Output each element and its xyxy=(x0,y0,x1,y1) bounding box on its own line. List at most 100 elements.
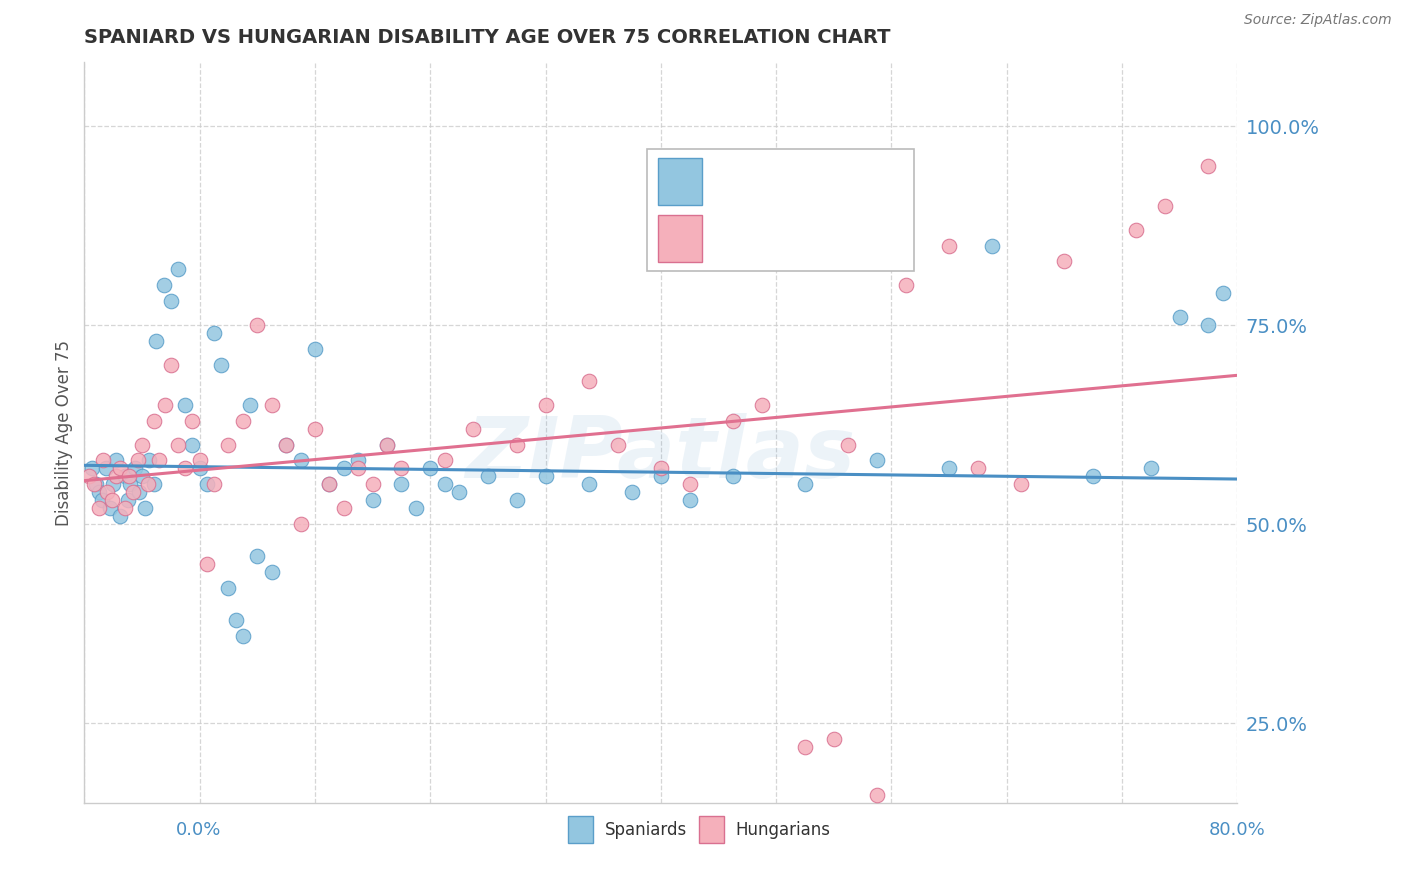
Point xyxy=(361,493,384,508)
Point xyxy=(621,485,644,500)
Point xyxy=(1111,836,1133,850)
Point xyxy=(77,469,100,483)
Text: Spaniards: Spaniards xyxy=(605,821,686,838)
Point xyxy=(534,469,557,483)
Point xyxy=(1083,469,1105,483)
Point xyxy=(578,374,600,388)
Point xyxy=(160,358,183,372)
Point xyxy=(1053,254,1076,268)
Point xyxy=(218,437,240,451)
Text: SPANIARD VS HUNGARIAN DISABILITY AGE OVER 75 CORRELATION CHART: SPANIARD VS HUNGARIAN DISABILITY AGE OVE… xyxy=(84,28,891,47)
Point xyxy=(679,477,702,491)
Point xyxy=(375,437,398,451)
Point xyxy=(98,501,121,516)
Point xyxy=(290,453,312,467)
Text: 80.0%: 80.0% xyxy=(1209,821,1265,838)
Point xyxy=(534,398,557,412)
Point xyxy=(1154,199,1177,213)
Point xyxy=(138,453,160,467)
Point xyxy=(114,469,136,483)
Point xyxy=(391,461,413,475)
Point xyxy=(679,493,702,508)
Point xyxy=(419,461,441,475)
Point xyxy=(751,398,773,412)
Point xyxy=(202,326,225,340)
Point xyxy=(87,485,110,500)
Point xyxy=(120,477,142,491)
Point xyxy=(506,437,529,451)
Point xyxy=(433,477,456,491)
Point xyxy=(318,477,340,491)
Point xyxy=(160,294,183,309)
Point xyxy=(1125,222,1147,236)
Point xyxy=(87,501,110,516)
Point xyxy=(100,493,122,508)
Point xyxy=(142,414,165,428)
Point xyxy=(114,501,136,516)
Text: R =  0.007   N = 66: R = 0.007 N = 66 xyxy=(716,173,905,191)
Point xyxy=(1212,286,1234,301)
Point xyxy=(650,469,672,483)
Point xyxy=(148,453,170,467)
Point xyxy=(477,469,499,483)
Point xyxy=(110,461,132,475)
Point xyxy=(91,453,114,467)
Point xyxy=(188,453,211,467)
Text: Hungarians: Hungarians xyxy=(735,821,831,838)
Point xyxy=(181,437,204,451)
Point xyxy=(1010,836,1032,850)
Point xyxy=(246,549,269,563)
Point xyxy=(209,358,232,372)
Point xyxy=(347,461,370,475)
Point xyxy=(463,422,485,436)
Point xyxy=(276,437,298,451)
Point xyxy=(1198,159,1220,173)
Point xyxy=(433,453,456,467)
Point xyxy=(1168,310,1191,325)
Point xyxy=(128,485,150,500)
Point xyxy=(174,461,197,475)
Point xyxy=(195,477,218,491)
Point xyxy=(333,461,356,475)
Point xyxy=(721,414,744,428)
Point xyxy=(318,477,340,491)
Point xyxy=(823,732,845,747)
Point xyxy=(578,477,600,491)
Point xyxy=(837,437,859,451)
Point xyxy=(152,278,174,293)
Point xyxy=(239,398,262,412)
Point xyxy=(606,437,628,451)
Point xyxy=(110,509,132,524)
Point xyxy=(449,485,471,500)
Point xyxy=(80,461,103,475)
Point xyxy=(122,485,145,500)
Point xyxy=(1010,477,1032,491)
Point xyxy=(506,493,529,508)
Text: Source: ZipAtlas.com: Source: ZipAtlas.com xyxy=(1244,13,1392,28)
Point xyxy=(304,342,326,356)
Point xyxy=(391,477,413,491)
Point xyxy=(167,262,190,277)
Point xyxy=(1198,318,1220,333)
Point xyxy=(1140,461,1163,475)
Point xyxy=(304,422,326,436)
Point xyxy=(96,485,118,500)
Point xyxy=(167,437,190,451)
Point xyxy=(981,238,1004,252)
Point xyxy=(260,565,283,579)
Point xyxy=(118,469,141,483)
Bar xyxy=(658,158,702,205)
Point xyxy=(967,461,990,475)
Point xyxy=(181,414,204,428)
Point xyxy=(794,477,817,491)
Point xyxy=(375,437,398,451)
Point xyxy=(260,398,283,412)
Point xyxy=(246,318,269,333)
Point xyxy=(938,461,960,475)
Point xyxy=(134,501,156,516)
Bar xyxy=(658,215,702,262)
Y-axis label: Disability Age Over 75: Disability Age Over 75 xyxy=(55,340,73,525)
Point xyxy=(117,493,139,508)
Point xyxy=(202,477,225,491)
FancyBboxPatch shape xyxy=(647,150,914,270)
